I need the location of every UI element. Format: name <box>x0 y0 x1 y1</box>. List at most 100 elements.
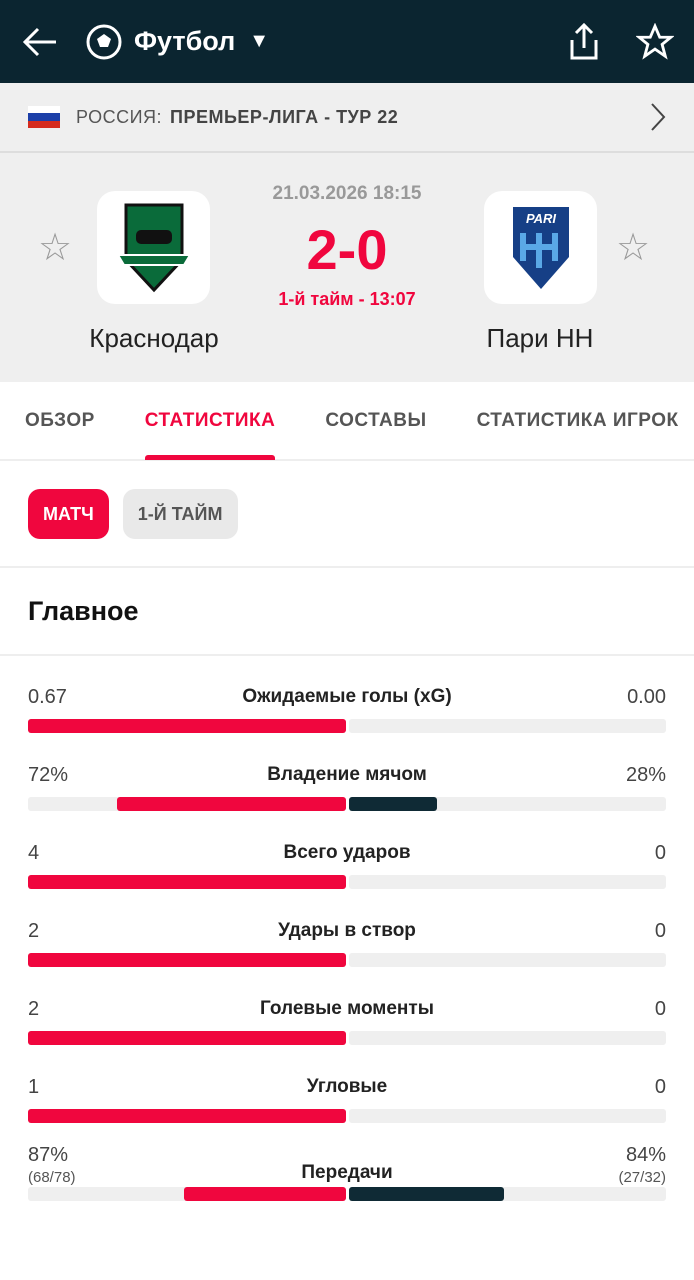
home-bar-fill <box>183 1187 346 1201</box>
home-value: 2 <box>28 998 39 1021</box>
favorite-star-icon[interactable] <box>636 22 674 61</box>
away-bar-track <box>348 953 666 967</box>
stat-label: Передачи <box>301 1162 393 1183</box>
home-value-text: 2 <box>28 920 40 942</box>
away-value: 0 <box>655 920 666 943</box>
period-filter: МАТЧ 1-Й ТАЙМ <box>0 461 694 568</box>
home-value-text: 87% <box>28 1144 69 1166</box>
home-bar-track <box>28 1187 346 1201</box>
chip-match[interactable]: МАТЧ <box>28 488 109 539</box>
home-value: 2 <box>28 920 39 943</box>
stat-label: Голевые моменты <box>260 998 434 1019</box>
away-bar-fill <box>348 1187 505 1201</box>
home-value: 0.67 <box>28 686 67 709</box>
stat-row: 2 Голевые моменты 0 <box>0 982 694 1060</box>
chevron-right-icon[interactable] <box>650 102 666 132</box>
home-value-text: 72% <box>28 764 69 786</box>
away-value: 0.00 <box>627 686 666 709</box>
home-bar-track <box>28 953 346 967</box>
home-bar-track <box>28 1109 346 1123</box>
tab-overview[interactable]: ОБЗОР <box>25 410 95 431</box>
away-value: 84% (27/32) <box>618 1144 666 1186</box>
home-value: 4 <box>28 842 39 865</box>
home-bar-fill <box>28 719 346 733</box>
home-favorite-star-icon[interactable]: ☆ <box>38 227 73 269</box>
home-sub: (68/78) <box>28 1169 76 1186</box>
league-name: ПРЕМЬЕР-ЛИГА - ТУР 22 <box>170 106 399 127</box>
stat-label: Ожидаемые голы (xG) <box>242 686 452 707</box>
tab-lineups[interactable]: СОСТАВЫ <box>325 410 427 431</box>
top-bar: Футбол ▼ <box>0 0 694 83</box>
home-value-text: 1 <box>28 1076 40 1098</box>
away-value-text: 0 <box>654 998 666 1020</box>
football-icon <box>86 24 122 59</box>
home-value: 87% (68/78) <box>28 1144 76 1186</box>
match-score: 2-0 <box>306 218 388 281</box>
stat-row: 2 Удары в створ 0 <box>0 904 694 982</box>
stat-label: Угловые <box>306 1076 388 1097</box>
away-value-text: 0 <box>654 842 666 864</box>
stat-row: 4 Всего ударов 0 <box>0 826 694 904</box>
stat-bar <box>28 1109 666 1123</box>
away-bar-track <box>348 1187 666 1201</box>
stats-list: 0.67 Ожидаемые голы (xG) 0.00 72% Владен… <box>0 656 694 1216</box>
stat-bar <box>28 875 666 889</box>
home-value: 1 <box>28 1076 39 1099</box>
away-value: 28% <box>626 764 666 787</box>
sport-title[interactable]: Футбол <box>134 26 236 56</box>
stat-bar <box>28 797 666 811</box>
section-title: Главное <box>0 568 694 656</box>
tab-bar: ОБЗОР СТАТИСТИКА СОСТАВЫ СТАТИСТИКА ИГРО… <box>0 382 694 461</box>
away-bar-track <box>348 797 666 811</box>
dropdown-caret-icon[interactable]: ▼ <box>249 30 270 52</box>
stat-row: 1 Угловые 0 <box>0 1060 694 1138</box>
home-team-name[interactable]: Краснодар <box>89 323 219 353</box>
stat-label: Владение мячом <box>267 764 427 785</box>
league-bar[interactable]: РОССИЯ: ПРЕМЬЕР-ЛИГА - ТУР 22 <box>0 83 694 153</box>
league-country: РОССИЯ: <box>76 106 163 127</box>
away-bar-track <box>348 719 666 733</box>
russia-flag-icon <box>28 106 60 128</box>
home-value-text: 2 <box>28 998 40 1020</box>
stat-row: 72% Владение мячом 28% <box>0 748 694 826</box>
home-bar-track <box>28 1031 346 1045</box>
away-value-text: 84% <box>625 1144 666 1166</box>
home-team-logo[interactable] <box>97 191 210 304</box>
away-bar-track <box>348 1031 666 1045</box>
home-value: 72% <box>28 764 68 787</box>
away-bar-track <box>348 1109 666 1123</box>
home-bar-fill <box>28 1031 346 1045</box>
stat-bar <box>28 719 666 733</box>
stat-row: 87% (68/78) Передачи 84% (27/32) <box>0 1138 694 1216</box>
stat-bar <box>28 1031 666 1045</box>
stat-label: Удары в створ <box>278 920 416 941</box>
away-value: 0 <box>655 842 666 865</box>
away-value: 0 <box>655 998 666 1021</box>
away-team-name[interactable]: Пари НН <box>486 323 594 353</box>
away-value-text: 0 <box>654 1076 666 1098</box>
back-arrow-icon[interactable] <box>20 22 60 62</box>
away-bar-fill <box>348 797 438 811</box>
away-favorite-star-icon[interactable]: ☆ <box>616 227 651 269</box>
home-bar-fill <box>28 1109 346 1123</box>
away-value-text: 0.00 <box>627 686 666 708</box>
svg-text:PARI: PARI <box>525 211 555 226</box>
stat-bar <box>28 1187 666 1201</box>
home-bar-track <box>28 719 346 733</box>
tab-player-stats[interactable]: СТАТИСТИКА ИГРОК <box>476 410 679 431</box>
home-bar-fill <box>28 875 346 889</box>
away-value: 0 <box>655 1076 666 1099</box>
stat-bar <box>28 953 666 967</box>
match-status: 1-й тайм - 13:07 <box>278 289 416 309</box>
share-icon[interactable] <box>566 22 602 62</box>
away-bar-track <box>348 875 666 889</box>
away-team-logo[interactable]: PARI <box>484 191 597 304</box>
match-header: ☆ Краснодар 21.03.2026 18:15 2-0 1-й тай… <box>0 153 694 382</box>
home-bar-fill <box>116 797 346 811</box>
tab-statistics[interactable]: СТАТИСТИКА <box>120 381 301 460</box>
chip-first-half[interactable]: 1-Й ТАЙМ <box>122 488 238 539</box>
match-date: 21.03.2026 18:15 <box>272 183 422 204</box>
home-value-text: 0.67 <box>28 686 67 708</box>
home-bar-track <box>28 875 346 889</box>
stat-row: 0.67 Ожидаемые голы (xG) 0.00 <box>0 670 694 748</box>
